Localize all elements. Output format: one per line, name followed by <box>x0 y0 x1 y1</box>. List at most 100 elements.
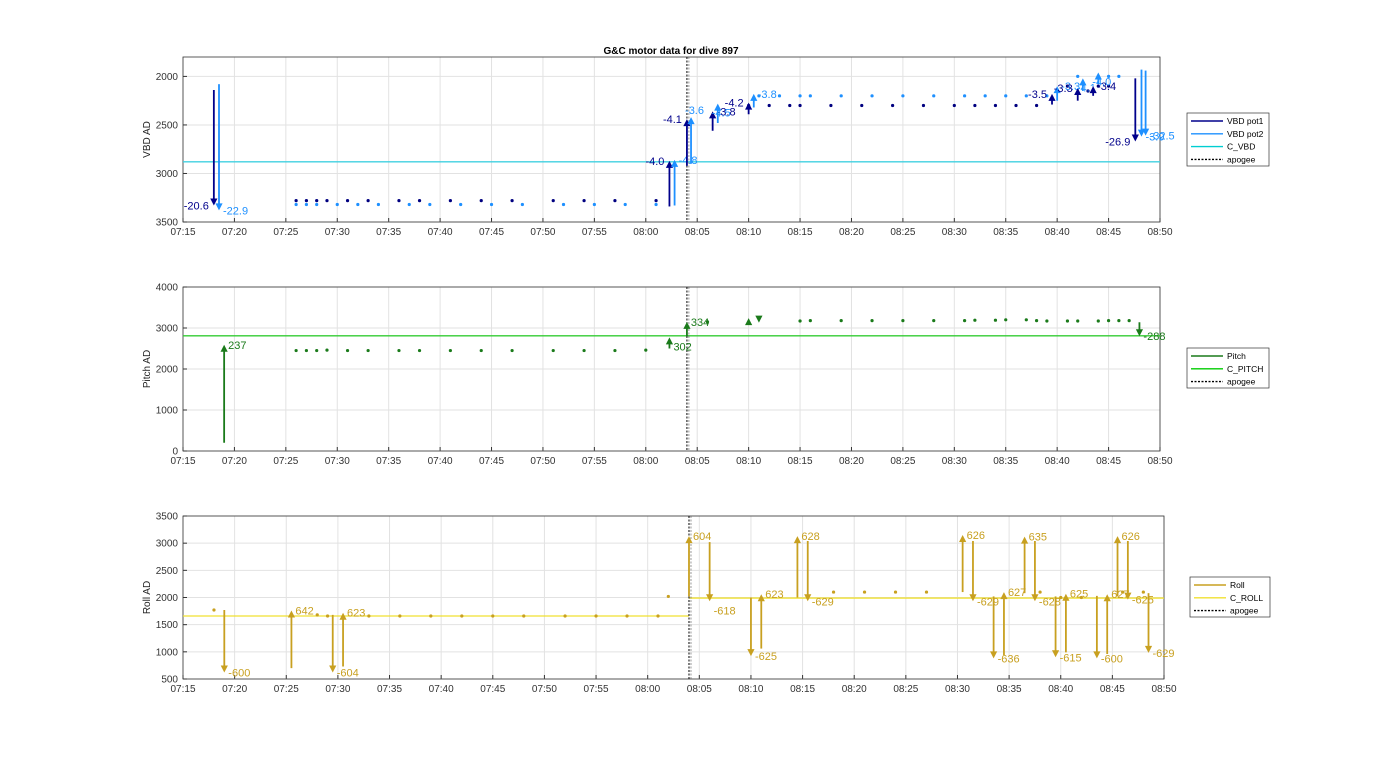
y-tick-label: 4000 <box>156 283 179 294</box>
data-point <box>522 614 526 618</box>
legend-box <box>1186 112 1270 167</box>
move-arrow-head <box>793 536 802 544</box>
x-tick-label: 08:25 <box>893 684 918 695</box>
move-arrow-label: -629 <box>977 596 999 608</box>
data-point <box>491 614 495 618</box>
move-arrow-head <box>755 315 763 323</box>
data-point <box>366 348 370 353</box>
data-point <box>613 199 617 203</box>
move-arrow-head <box>1137 129 1146 137</box>
move-arrow-label: -4.5 <box>712 108 731 120</box>
data-point <box>428 202 432 207</box>
data-point <box>304 199 309 203</box>
data-point <box>963 319 967 323</box>
data-point <box>901 94 905 98</box>
move-arrow-label: -26.9 <box>1105 136 1130 148</box>
x-tick-label: 08:50 <box>1151 684 1176 695</box>
x-tick-label: 07:20 <box>222 684 247 695</box>
move-arrow-head <box>959 535 967 543</box>
data-point <box>325 348 329 352</box>
move-arrow-label: -20.6 <box>184 201 209 213</box>
move-arrow-head <box>1020 536 1029 544</box>
x-tick-label: 07:30 <box>325 227 350 238</box>
data-point <box>860 103 864 108</box>
legend-entry: apogee <box>1227 154 1256 164</box>
data-point <box>520 202 524 207</box>
data-point <box>592 202 596 207</box>
x-tick-label: 08:15 <box>788 227 813 238</box>
move-arrow-label: 623 <box>347 608 365 620</box>
y-tick-label: 2000 <box>156 72 179 83</box>
data-point <box>870 94 874 98</box>
y-tick-label: 2000 <box>156 365 179 376</box>
data-point <box>893 590 898 594</box>
move-arrow-head <box>1031 594 1039 602</box>
data-point <box>623 202 627 207</box>
data-point <box>325 614 330 618</box>
data-point <box>563 614 567 618</box>
legend-box <box>1189 576 1271 618</box>
x-tick-label: 07:45 <box>479 456 504 467</box>
move-arrow-label: 642 <box>295 606 313 618</box>
move-arrow-head <box>1124 592 1132 600</box>
x-tick-label: 08:05 <box>685 227 710 238</box>
data-point <box>656 614 660 618</box>
move-arrow-label: -4.0 <box>1092 77 1111 89</box>
data-point <box>757 94 761 98</box>
data-point <box>831 590 836 594</box>
move-arrow-head <box>1079 78 1087 86</box>
data-point <box>345 348 350 353</box>
data-point <box>460 614 464 618</box>
data-point <box>510 348 514 353</box>
x-tick-label: 07:45 <box>479 227 504 238</box>
x-tick-label: 07:50 <box>530 227 555 238</box>
move-arrow-head <box>1103 594 1111 602</box>
x-tick-label: 08:30 <box>942 456 967 467</box>
move-arrow-head <box>714 103 722 111</box>
x-tick-label: 08:00 <box>633 227 658 238</box>
data-point <box>1141 590 1145 594</box>
data-point <box>376 202 380 207</box>
move-arrow-label: -3.8 <box>758 89 777 101</box>
data-point <box>1076 74 1080 79</box>
data-point <box>993 103 998 108</box>
data-point <box>1096 84 1100 88</box>
data-point <box>1106 74 1111 79</box>
data-point <box>417 348 422 353</box>
data-point <box>561 202 566 207</box>
move-arrow-head <box>1135 329 1144 337</box>
data-point <box>294 348 298 353</box>
move-arrow-head <box>745 318 753 326</box>
move-arrow-head <box>804 594 812 602</box>
data-point <box>459 202 463 207</box>
x-tick-label: 08:15 <box>790 684 815 695</box>
data-point <box>839 94 843 98</box>
x-tick-label: 07:40 <box>428 456 453 467</box>
data-point <box>901 319 905 323</box>
move-arrow-label: -600 <box>228 667 250 679</box>
move-arrow-label: -4.8 <box>679 155 698 167</box>
move-arrow-head <box>215 203 223 211</box>
chart-panel-1: 07:15 07:20 07:25 07:30 07:35 07:40 07:45 07:50… <box>142 56 1270 238</box>
move-arrow-head <box>1074 88 1082 96</box>
x-tick-label: 07:45 <box>480 684 505 695</box>
x-tick-label: 08:40 <box>1045 456 1070 467</box>
move-arrow-head <box>969 594 977 602</box>
data-point <box>798 103 802 108</box>
data-point <box>1034 103 1039 108</box>
x-tick-label: 08:30 <box>942 227 967 238</box>
data-point <box>644 348 648 352</box>
move-arrow-head <box>1062 593 1070 601</box>
data-point <box>1127 319 1131 323</box>
axes-box <box>182 286 1161 452</box>
y-tick-label: 2000 <box>156 593 179 604</box>
move-arrow-label: 627 <box>1111 589 1129 601</box>
y-tick-label: 1000 <box>156 406 179 417</box>
data-point <box>407 202 411 207</box>
data-point <box>345 199 350 203</box>
axes-box <box>182 56 1161 223</box>
y-axis-label: Roll AD <box>142 581 153 614</box>
x-tick-label: 07:35 <box>376 456 401 467</box>
x-tick-label: 08:25 <box>890 456 915 467</box>
